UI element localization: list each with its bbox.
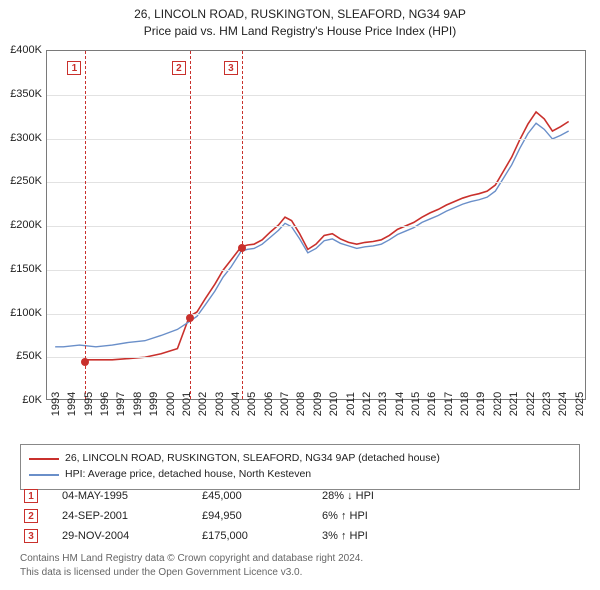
x-axis-label: 2025 (574, 392, 586, 416)
grid-line (47, 139, 585, 140)
table-row: 2 24-SEP-2001 £94,950 6% ↑ HPI (20, 506, 580, 526)
transaction-marker-1: 1 (24, 489, 38, 503)
x-axis-label: 2018 (459, 392, 471, 416)
x-axis-label: 2010 (328, 392, 340, 416)
footer-line-2: This data is licensed under the Open Gov… (20, 566, 580, 580)
y-axis-label: £250K (2, 175, 42, 187)
x-axis-label: 2007 (279, 392, 291, 416)
y-axis-label: £150K (2, 263, 42, 275)
series-line-property (85, 112, 568, 360)
event-line (85, 51, 86, 399)
x-axis-label: 2008 (295, 392, 307, 416)
y-axis-label: £300K (2, 132, 42, 144)
x-axis-label: 2024 (557, 392, 569, 416)
transaction-price: £94,950 (202, 510, 322, 522)
transaction-delta: 3% ↑ HPI (322, 530, 442, 542)
title-line-2: Price paid vs. HM Land Registry's House … (0, 23, 600, 40)
x-axis-label: 2005 (246, 392, 258, 416)
grid-line (47, 182, 585, 183)
y-axis-label: £400K (2, 44, 42, 56)
x-axis-label: 2020 (492, 392, 504, 416)
legend-row-hpi: HPI: Average price, detached house, Nort… (29, 467, 571, 483)
x-axis-label: 2004 (230, 392, 242, 416)
legend-swatch-property (29, 458, 59, 460)
footer-line-1: Contains HM Land Registry data © Crown c… (20, 552, 580, 566)
x-axis-label: 2016 (426, 392, 438, 416)
legend-label-hpi: HPI: Average price, detached house, Nort… (65, 467, 311, 483)
x-axis-label: 2002 (197, 392, 209, 416)
event-marker: 1 (67, 61, 81, 75)
x-axis-label: 2013 (377, 392, 389, 416)
event-marker: 2 (172, 61, 186, 75)
x-axis-label: 2006 (263, 392, 275, 416)
x-axis-label: 2003 (214, 392, 226, 416)
x-axis-label: 2015 (410, 392, 422, 416)
x-axis-label: 1995 (83, 392, 95, 416)
event-line (190, 51, 191, 399)
x-axis-label: 2011 (345, 392, 357, 416)
legend-box: 26, LINCOLN ROAD, RUSKINGTON, SLEAFORD, … (20, 444, 580, 490)
chart-title-block: 26, LINCOLN ROAD, RUSKINGTON, SLEAFORD, … (0, 0, 600, 40)
y-axis-label: £100K (2, 307, 42, 319)
y-axis-label: £0K (2, 394, 42, 406)
y-axis-label: £350K (2, 88, 42, 100)
event-line (242, 51, 243, 399)
transactions-table: 1 04-MAY-1995 £45,000 28% ↓ HPI 2 24-SEP… (20, 486, 580, 546)
x-axis-label: 2009 (312, 392, 324, 416)
transaction-marker-2: 2 (24, 509, 38, 523)
transaction-price: £45,000 (202, 490, 322, 502)
x-axis-label: 2022 (525, 392, 537, 416)
x-axis-label: 2021 (508, 392, 520, 416)
event-marker: 3 (224, 61, 238, 75)
y-axis-label: £200K (2, 219, 42, 231)
x-axis-label: 1997 (115, 392, 127, 416)
grid-line (47, 270, 585, 271)
chart-svg (47, 51, 585, 399)
table-row: 3 29-NOV-2004 £175,000 3% ↑ HPI (20, 526, 580, 546)
grid-line (47, 357, 585, 358)
grid-line (47, 95, 585, 96)
x-axis-label: 1999 (148, 392, 160, 416)
x-axis-label: 1996 (99, 392, 111, 416)
transaction-marker-3: 3 (24, 529, 38, 543)
title-line-1: 26, LINCOLN ROAD, RUSKINGTON, SLEAFORD, … (0, 6, 600, 23)
y-axis-label: £50K (2, 350, 42, 362)
x-axis-label: 2000 (165, 392, 177, 416)
x-axis-label: 2012 (361, 392, 373, 416)
x-axis-label: 2023 (541, 392, 553, 416)
x-axis-label: 2017 (443, 392, 455, 416)
transaction-dot (186, 314, 194, 322)
grid-line (47, 314, 585, 315)
transaction-delta: 6% ↑ HPI (322, 510, 442, 522)
legend-swatch-hpi (29, 474, 59, 476)
transaction-dot (238, 244, 246, 252)
transaction-date: 24-SEP-2001 (62, 510, 202, 522)
chart-plot-area: 1 2 3 (46, 50, 586, 400)
x-axis-label: 2019 (475, 392, 487, 416)
x-axis-label: 1993 (50, 392, 62, 416)
transaction-dot (81, 358, 89, 366)
transaction-delta: 28% ↓ HPI (322, 490, 442, 502)
x-axis-label: 2014 (394, 392, 406, 416)
footer-attribution: Contains HM Land Registry data © Crown c… (20, 552, 580, 579)
table-row: 1 04-MAY-1995 £45,000 28% ↓ HPI (20, 486, 580, 506)
x-axis-label: 2001 (181, 392, 193, 416)
x-axis-label: 1998 (132, 392, 144, 416)
x-axis-label: 1994 (66, 392, 78, 416)
transaction-date: 29-NOV-2004 (62, 530, 202, 542)
grid-line (47, 226, 585, 227)
legend-label-property: 26, LINCOLN ROAD, RUSKINGTON, SLEAFORD, … (65, 451, 440, 467)
transaction-price: £175,000 (202, 530, 322, 542)
legend-row-property: 26, LINCOLN ROAD, RUSKINGTON, SLEAFORD, … (29, 451, 571, 467)
transaction-date: 04-MAY-1995 (62, 490, 202, 502)
